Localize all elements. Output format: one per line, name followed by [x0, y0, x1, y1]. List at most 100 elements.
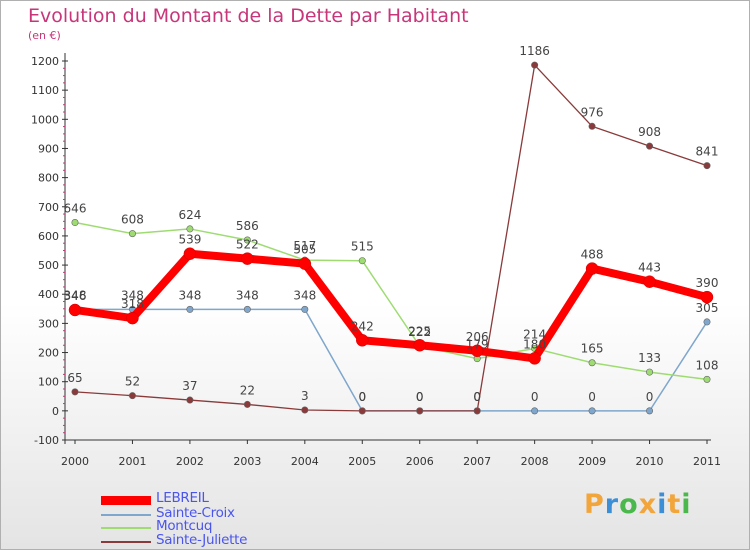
- x-tick-label: 2003: [233, 455, 261, 468]
- data-point: [646, 368, 654, 376]
- data-label: 1186: [519, 44, 550, 58]
- y-tick-label: 100: [38, 376, 59, 389]
- data-label: 22: [240, 383, 255, 397]
- data-label: 180: [523, 337, 546, 351]
- data-label: 0: [473, 390, 481, 404]
- data-label: 0: [531, 390, 539, 404]
- legend-label: Montcuq: [156, 518, 213, 534]
- proxiti-logo: Proxiti: [584, 489, 692, 520]
- data-point: [71, 219, 79, 227]
- data-label: 488: [581, 248, 604, 262]
- data-point: [358, 257, 366, 265]
- y-tick-label: -100: [34, 434, 59, 447]
- data-label: 0: [358, 390, 366, 404]
- data-point: [356, 334, 369, 347]
- data-point: [241, 252, 254, 265]
- logo-letter: x: [638, 489, 658, 520]
- data-point: [68, 303, 82, 317]
- data-point: [646, 407, 654, 415]
- data-label: 522: [236, 238, 259, 252]
- x-tick-label: 2001: [118, 455, 146, 468]
- data-label: 517: [293, 239, 316, 253]
- series-line-0: [71, 249, 711, 363]
- legend-label: LEBREIL: [156, 490, 209, 506]
- legend-label: Sainte-Croix: [156, 505, 235, 521]
- data-point: [473, 407, 481, 415]
- data-label: 505: [293, 243, 316, 257]
- data-label: 37: [182, 379, 197, 393]
- y-tick-label: 200: [38, 347, 59, 360]
- series-line-3: [74, 64, 708, 412]
- data-point: [643, 275, 656, 288]
- y-tick-label: 1200: [31, 55, 59, 68]
- data-label: 624: [178, 208, 201, 222]
- x-tick-label: 2007: [463, 455, 491, 468]
- data-point: [186, 396, 194, 404]
- data-point: [703, 162, 711, 170]
- y-tick-label: 800: [38, 172, 59, 185]
- y-tick-label: 900: [38, 142, 59, 155]
- data-label: 179: [466, 338, 489, 352]
- data-label: 3: [301, 389, 309, 403]
- data-label: 348: [293, 288, 316, 302]
- data-label: 0: [588, 390, 596, 404]
- data-point: [126, 311, 139, 325]
- y-tick-label: 500: [38, 259, 59, 272]
- data-label: 539: [178, 233, 201, 247]
- data-point: [703, 375, 711, 383]
- data-point: [585, 262, 599, 275]
- data-point: [301, 305, 309, 313]
- series-line-1: [74, 308, 708, 412]
- x-tick-label: 2002: [176, 455, 204, 468]
- data-label: 214: [523, 327, 546, 341]
- series-line-2: [74, 221, 708, 381]
- data-label: 443: [638, 261, 661, 275]
- data-point: [700, 290, 714, 304]
- data-point: [588, 359, 596, 367]
- data-label: 242: [351, 319, 374, 333]
- legend-swatch: [101, 541, 151, 543]
- data-label: 346: [64, 289, 87, 303]
- data-point: [243, 305, 251, 313]
- chart-subtitle: (en €): [28, 29, 61, 42]
- data-point: [703, 318, 711, 326]
- data-point: [128, 392, 136, 400]
- data-point: [588, 407, 596, 415]
- data-point: [128, 230, 136, 238]
- data-label: 318: [121, 297, 144, 311]
- data-label: 646: [64, 202, 87, 216]
- legend-swatch: [101, 495, 151, 505]
- y-tick-label: 600: [38, 230, 59, 243]
- y-tick-label: 300: [38, 317, 59, 330]
- chart-title: Evolution du Montant de la Dette par Hab…: [28, 5, 469, 27]
- data-label: 586: [236, 219, 259, 233]
- data-point: [646, 142, 654, 150]
- data-point: [413, 339, 426, 352]
- data-point: [416, 407, 424, 415]
- logo-letter: t: [667, 489, 682, 520]
- data-point: [71, 388, 79, 396]
- data-label: 348: [121, 288, 144, 302]
- data-label: 348: [236, 288, 259, 302]
- data-label: 165: [581, 342, 604, 356]
- x-tick-label: 2008: [521, 455, 549, 468]
- legend-label: Sainte-Juliette: [156, 532, 248, 548]
- data-point: [186, 305, 194, 313]
- data-label: 390: [696, 276, 719, 290]
- data-label: 515: [351, 240, 374, 254]
- data-label: 206: [466, 330, 489, 344]
- data-label: 908: [638, 125, 661, 139]
- data-point: [528, 352, 541, 365]
- legend-swatch: [101, 527, 151, 529]
- data-label: 976: [581, 105, 604, 119]
- data-label: 65: [67, 371, 82, 385]
- data-label: 0: [416, 390, 424, 404]
- data-label: 225: [408, 324, 431, 338]
- data-label: 133: [638, 351, 661, 365]
- data-label: 0: [358, 390, 366, 404]
- data-label: 841: [696, 145, 719, 159]
- data-point: [243, 400, 251, 408]
- data-point: [358, 407, 366, 415]
